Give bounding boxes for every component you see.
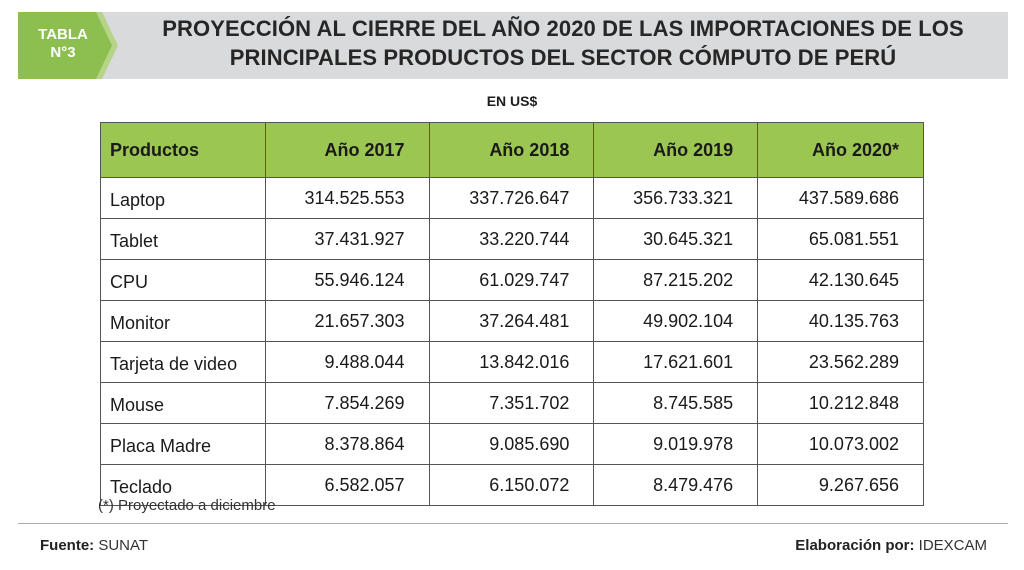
value-2017: 7.854.269: [264, 382, 430, 424]
value-2020: 40.135.763: [757, 300, 924, 342]
value-2017: 6.582.057: [264, 464, 430, 506]
credit-value: IDEXCAM: [918, 537, 987, 554]
product-name: Tarjeta de video: [100, 341, 266, 383]
title-line-2: PRINCIPALES PRODUCTOS DEL SECTOR CÓMPUTO…: [229, 45, 897, 70]
value-2020: 10.073.002: [757, 423, 924, 465]
column-header-2017: Año 2017: [264, 122, 430, 178]
value-2019: 356.733.321: [593, 177, 759, 219]
currency-unit-label: EN US$: [486, 93, 538, 109]
product-name: Teclado: [100, 464, 266, 506]
column-header-productos: Productos: [100, 122, 266, 178]
value-2018: 61.029.747: [428, 259, 595, 301]
column-header-2020: Año 2020*: [757, 122, 924, 178]
column-header-2018: Año 2018: [428, 122, 595, 178]
table-row: Laptop 314.525.553 337.726.647 356.733.3…: [100, 177, 924, 219]
product-name: Tablet: [100, 218, 266, 260]
tag-number: N°3: [50, 44, 76, 61]
tag-label: TABLA: [38, 26, 88, 43]
column-header-2019: Año 2019: [593, 122, 759, 178]
value-2020: 23.562.289: [757, 341, 924, 383]
value-2017: 21.657.303: [264, 300, 430, 342]
product-name: Monitor: [100, 300, 266, 342]
title-banner: [18, 12, 1008, 79]
footnote: (*) Proyectado a diciembre: [98, 497, 276, 514]
table-number-tag: TABLA N°3: [18, 12, 120, 79]
title-line-1: PROYECCIÓN AL CIERRE DEL AÑO 2020 DE LAS…: [162, 16, 964, 41]
elaboration-credit: Elaboración por: IDEXCAM: [795, 537, 987, 554]
value-2020: 10.212.848: [757, 382, 924, 424]
credit-label: Elaboración por:: [795, 537, 915, 554]
value-2019: 87.215.202: [593, 259, 759, 301]
value-2018: 33.220.744: [428, 218, 595, 260]
table-row: Placa Madre 8.378.864 9.085.690 9.019.97…: [100, 423, 924, 465]
value-2020: 65.081.551: [757, 218, 924, 260]
tag-arrow-shape: [18, 12, 118, 79]
value-2018: 37.264.481: [428, 300, 595, 342]
table-row: CPU 55.946.124 61.029.747 87.215.202 42.…: [100, 259, 924, 301]
value-2019: 8.745.585: [593, 382, 759, 424]
table-row: Tablet 37.431.927 33.220.744 30.645.321 …: [100, 218, 924, 260]
value-2019: 8.479.476: [593, 464, 759, 506]
value-2017: 314.525.553: [264, 177, 430, 219]
product-name: Mouse: [100, 382, 266, 424]
source-label: Fuente:: [40, 537, 95, 554]
value-2019: 17.621.601: [593, 341, 759, 383]
value-2020: 437.589.686: [757, 177, 924, 219]
table-row: Monitor 21.657.303 37.264.481 49.902.104…: [100, 300, 924, 342]
imports-table: Productos Año 2017 Año 2018 Año 2019 Año…: [100, 122, 924, 506]
value-2020: 42.130.645: [757, 259, 924, 301]
value-2017: 55.946.124: [264, 259, 430, 301]
table-row: Teclado 6.582.057 6.150.072 8.479.476 9.…: [100, 464, 924, 506]
table-row: Mouse 7.854.269 7.351.702 8.745.585 10.2…: [100, 382, 924, 424]
value-2019: 30.645.321: [593, 218, 759, 260]
product-name: CPU: [100, 259, 266, 301]
value-2019: 49.902.104: [593, 300, 759, 342]
value-2017: 9.488.044: [264, 341, 430, 383]
value-2017: 8.378.864: [264, 423, 430, 465]
value-2018: 13.842.016: [428, 341, 595, 383]
table-row: Tarjeta de video 9.488.044 13.842.016 17…: [100, 341, 924, 383]
value-2018: 6.150.072: [428, 464, 595, 506]
value-2020: 9.267.656: [757, 464, 924, 506]
page-title: PROYECCIÓN AL CIERRE DEL AÑO 2020 DE LAS…: [128, 14, 998, 72]
value-2018: 337.726.647: [428, 177, 595, 219]
product-name: Placa Madre: [100, 423, 266, 465]
value-2018: 7.351.702: [428, 382, 595, 424]
product-name: Laptop: [100, 177, 266, 219]
source-value: SUNAT: [98, 537, 149, 554]
source-credit: Fuente: SUNAT: [40, 537, 148, 554]
table-header-row: Productos Año 2017 Año 2018 Año 2019 Año…: [100, 122, 924, 178]
value-2018: 9.085.690: [428, 423, 595, 465]
value-2019: 9.019.978: [593, 423, 759, 465]
footer-divider: [18, 523, 1008, 524]
value-2017: 37.431.927: [264, 218, 430, 260]
